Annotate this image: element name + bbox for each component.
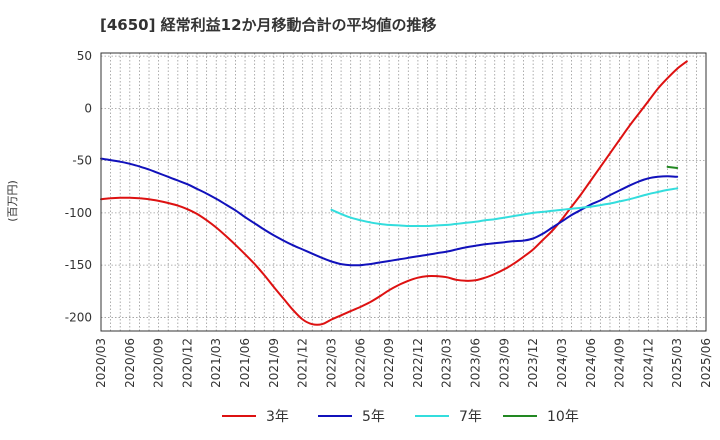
- legend-label: 3年: [266, 409, 289, 425]
- x-tick-label: 2021/06: [238, 338, 252, 388]
- x-tick-label: 2023/03: [440, 338, 454, 388]
- series-line-1: [100, 157, 679, 267]
- x-tick-label: 2022/12: [411, 338, 425, 388]
- chart-title: [4650] 経常利益12か月移動合計の平均値の推移: [100, 16, 437, 34]
- x-tick-label: 2022/09: [382, 338, 396, 388]
- x-tick-label: 2022/06: [353, 338, 367, 388]
- legend-swatch: [222, 415, 256, 417]
- x-tick-label: 2022/03: [324, 338, 338, 388]
- y-tick-label: -150: [65, 258, 92, 272]
- series-line-2: [330, 187, 679, 228]
- legend-label: 5年: [362, 409, 385, 425]
- legend-label: 7年: [459, 409, 482, 425]
- legend-item: 7年: [415, 404, 482, 428]
- legend-item: 5年: [318, 404, 385, 428]
- x-tick-label: 2024/03: [555, 338, 569, 388]
- x-tick-label: 2024/12: [641, 338, 655, 388]
- y-tick-label: 0: [84, 101, 92, 115]
- x-tick-label: 2020/09: [152, 338, 166, 388]
- x-tick-label: 2025/03: [670, 338, 684, 388]
- x-tick-label: 2021/12: [296, 338, 310, 388]
- series-line-0: [100, 60, 688, 326]
- x-tick-label: 2021/09: [267, 338, 281, 388]
- legend-item: 3年: [222, 404, 289, 428]
- x-tick-label: 2021/03: [209, 338, 223, 388]
- series-line-3: [666, 165, 679, 169]
- y-tick-label: -50: [72, 154, 92, 168]
- x-tick-label: 2023/06: [469, 338, 483, 388]
- x-tick-label: 2020/03: [94, 338, 108, 388]
- plot-border: [100, 52, 707, 332]
- y-axis-label: (百万円): [6, 180, 19, 222]
- legend-swatch: [318, 415, 352, 417]
- legend-swatch: [415, 415, 449, 417]
- x-tick-label: 2024/06: [584, 338, 598, 388]
- y-tick-label: -200: [65, 310, 92, 324]
- legend: 3年 5年 7年 10年: [0, 404, 720, 428]
- legend-item: 10年: [503, 404, 579, 428]
- legend-swatch: [503, 415, 537, 417]
- legend-label: 10年: [547, 409, 579, 425]
- y-tick-label: -100: [65, 206, 92, 220]
- series-lines: [100, 60, 688, 326]
- x-tick-label: 2020/06: [123, 338, 137, 388]
- y-tick-label: 50: [77, 49, 92, 63]
- x-tick-label: 2020/12: [180, 338, 194, 388]
- x-tick-label: 2025/06: [699, 338, 713, 388]
- x-tick-label: 2023/09: [497, 338, 511, 388]
- x-tick-label: 2023/12: [526, 338, 540, 388]
- x-tick-label: 2024/09: [613, 338, 627, 388]
